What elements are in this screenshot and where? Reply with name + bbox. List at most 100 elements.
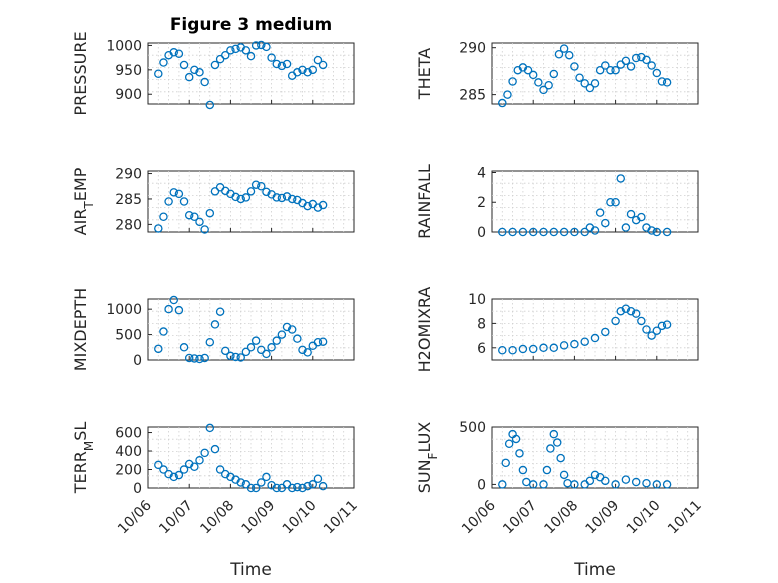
data-point	[631, 477, 641, 487]
data-point	[200, 225, 209, 234]
panel-bottom-left: 0 200 400 600 10/06 10/07 10/08 10/09 10/10 10/11…	[71, 422, 361, 538]
data-point	[246, 51, 256, 61]
data-point	[210, 320, 220, 329]
data-point	[236, 194, 245, 204]
data-point	[662, 78, 672, 87]
x-tick-label: 10/10	[280, 498, 320, 538]
data-point	[287, 325, 297, 334]
data-point	[195, 354, 204, 364]
data-point	[539, 227, 548, 237]
data-point	[210, 187, 220, 196]
panel-top-left: 900 950 1000 PRESSURE	[71, 31, 355, 116]
data-point	[272, 193, 281, 202]
data-point	[246, 483, 256, 493]
data-point	[508, 227, 517, 237]
y-tick-label: 280	[115, 217, 142, 233]
data-point	[200, 353, 209, 363]
data-point	[205, 337, 215, 347]
data-point	[539, 85, 548, 95]
data-point	[220, 50, 230, 60]
data-point	[169, 295, 178, 305]
data-point	[154, 460, 163, 470]
data-point	[503, 90, 512, 99]
plot-area	[491, 170, 699, 233]
data-point	[611, 65, 620, 75]
data-point	[246, 187, 256, 196]
data-point	[251, 180, 261, 189]
data-point	[318, 60, 328, 70]
data-point	[236, 353, 245, 362]
data-point	[272, 336, 281, 345]
data-point	[164, 197, 173, 206]
data-point	[585, 83, 595, 93]
data-point	[595, 208, 605, 217]
data-point	[293, 334, 302, 343]
data-point	[179, 343, 189, 352]
y-tick-label: 6	[477, 341, 486, 357]
x-tick-label: 10/09	[239, 498, 279, 538]
y-tick-label: 285	[459, 88, 486, 104]
data-point	[662, 480, 672, 489]
data-point	[257, 181, 266, 191]
data-point	[277, 61, 287, 71]
data-point	[298, 483, 307, 493]
data-point	[611, 197, 620, 207]
plot-area	[147, 170, 355, 233]
y-tick-label: 200	[115, 463, 142, 479]
data-point	[179, 197, 189, 206]
data-point	[195, 217, 204, 227]
data-point	[251, 41, 261, 50]
data-point	[542, 465, 552, 475]
data-point	[570, 339, 579, 349]
data-point	[298, 65, 307, 75]
data-point	[580, 79, 589, 88]
data-point	[313, 474, 323, 484]
data-point	[549, 343, 559, 353]
data-point	[154, 224, 163, 233]
y-tick-label: 400	[115, 444, 142, 460]
data-point	[277, 330, 287, 339]
data-point	[621, 475, 631, 484]
data-point	[190, 462, 199, 471]
y-tick-label: 900	[115, 87, 142, 103]
y-tick-label: 8	[477, 316, 486, 332]
data-point	[498, 480, 507, 489]
data-point	[303, 68, 312, 77]
data-point	[282, 192, 292, 201]
panel-second-right: 0 2 4 RAINFALL	[415, 164, 699, 241]
data-point	[267, 343, 276, 352]
panel-bottom-right: 0 500 10/06 10/07 10/08 10/09 10/10 10/11 SUNFLU…	[415, 420, 705, 537]
data-point	[195, 456, 204, 465]
data-point	[570, 227, 579, 237]
y-axis-label: SUNFLUX	[415, 422, 440, 494]
y-tick-label: 290	[115, 167, 142, 183]
figure-title: Figure 3 medium	[170, 15, 332, 35]
y-axis-label: PRESSURE	[71, 31, 90, 115]
data-point	[241, 46, 251, 55]
data-point	[190, 65, 199, 75]
data-point	[159, 58, 168, 67]
data-point	[554, 50, 564, 59]
data-point	[169, 472, 178, 482]
data-point	[184, 72, 194, 82]
x-tick-label: 10/06	[459, 497, 499, 537]
data-point	[154, 69, 163, 78]
x-tick-label: 10/08	[541, 498, 581, 538]
data-point	[184, 353, 194, 363]
data-point	[262, 472, 271, 482]
data-point	[511, 434, 521, 444]
data-point	[642, 55, 651, 65]
data-point	[647, 331, 656, 340]
data-point	[549, 69, 559, 79]
y-axis-label: TERRMSL	[71, 422, 96, 495]
data-point	[174, 305, 184, 315]
data-point	[559, 227, 569, 237]
y-tick-label: 285	[115, 192, 142, 208]
data-point	[298, 345, 307, 355]
data-point	[616, 174, 626, 183]
panel-third-left: 0 500 1000 MIXDEPTH	[71, 288, 355, 371]
data-point	[262, 187, 271, 197]
data-point	[652, 326, 662, 335]
